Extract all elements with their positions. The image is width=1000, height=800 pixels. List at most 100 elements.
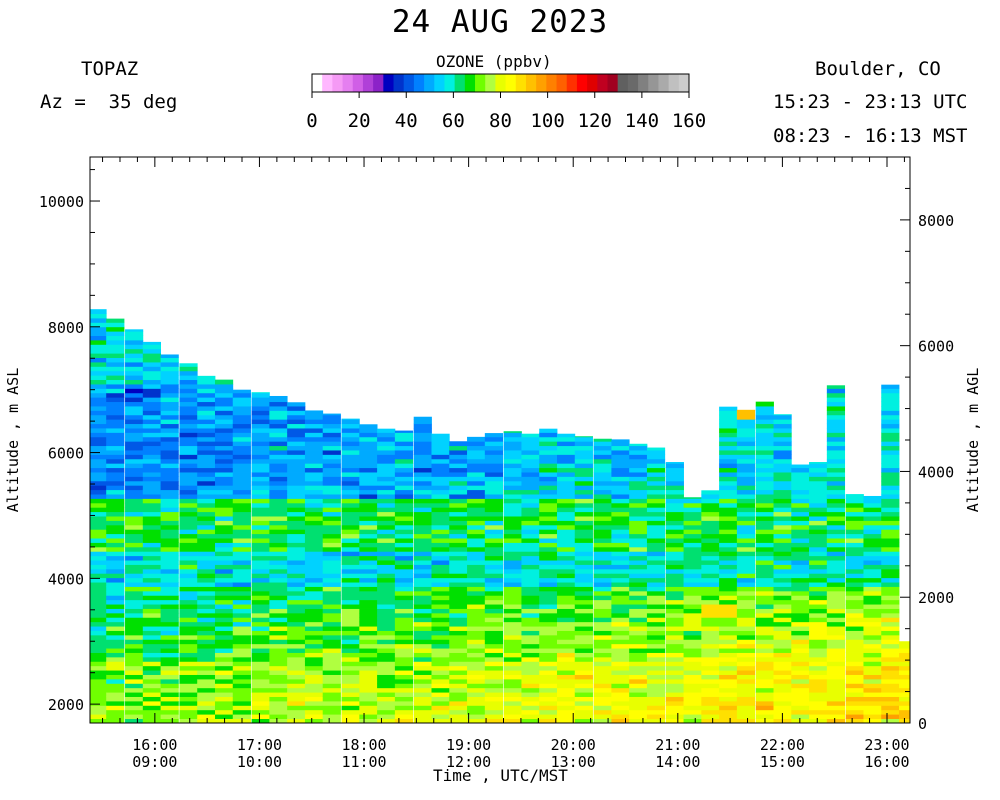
ozone-cell bbox=[593, 612, 612, 618]
ozone-cell bbox=[719, 617, 738, 623]
ozone-cell bbox=[394, 463, 414, 469]
ozone-cell bbox=[232, 648, 251, 653]
ozone-cell bbox=[755, 696, 774, 702]
ozone-cell bbox=[341, 436, 360, 442]
ozone-cell bbox=[304, 568, 324, 574]
ozone-cell bbox=[214, 595, 234, 601]
ozone-cell bbox=[484, 494, 504, 499]
ozone-cell bbox=[232, 511, 251, 517]
ozone-cell bbox=[106, 454, 125, 460]
ozone-cell bbox=[179, 542, 198, 548]
ozone-cell bbox=[755, 546, 774, 552]
ozone-cell bbox=[503, 538, 522, 543]
ozone-cell bbox=[845, 604, 864, 609]
ozone-cell bbox=[683, 617, 702, 623]
ozone-cell bbox=[449, 582, 468, 587]
ozone-cell bbox=[719, 485, 738, 491]
ozone-cell bbox=[665, 516, 684, 521]
ozone-cell bbox=[142, 428, 161, 433]
ozone-cell bbox=[845, 634, 864, 640]
ozone-cell bbox=[142, 665, 161, 671]
ozone-cell bbox=[521, 639, 540, 645]
ozone-cell bbox=[197, 414, 216, 420]
ozone-cell bbox=[449, 700, 468, 706]
ozone-cell bbox=[377, 445, 396, 451]
ozone-cell bbox=[521, 705, 540, 711]
y2-tick-label: 4000 bbox=[918, 463, 954, 481]
ozone-cell bbox=[394, 494, 414, 499]
ozone-cell bbox=[90, 502, 107, 508]
ozone-cell bbox=[125, 480, 144, 486]
ozone-cell bbox=[160, 551, 179, 557]
ozone-cell bbox=[484, 472, 504, 477]
ozone-cell bbox=[773, 683, 792, 689]
ozone-cell bbox=[125, 423, 144, 429]
ozone-cell bbox=[736, 542, 756, 548]
ozone-cell bbox=[197, 489, 216, 495]
ozone-cell bbox=[287, 414, 306, 420]
ozone-cell bbox=[394, 458, 414, 464]
ozone-cell bbox=[503, 718, 522, 724]
ozone-cell bbox=[269, 428, 288, 433]
ozone-cell bbox=[574, 634, 593, 640]
ozone-cell bbox=[755, 652, 774, 658]
ozone-cell bbox=[646, 573, 666, 579]
ozone-cell bbox=[214, 670, 234, 675]
ozone-cell bbox=[251, 705, 270, 711]
ozone-cell bbox=[646, 652, 666, 658]
ozone-cell bbox=[106, 353, 125, 359]
ozone-cell bbox=[791, 639, 810, 645]
ozone-cell bbox=[322, 463, 341, 469]
ozone-cell bbox=[593, 555, 612, 561]
ozone-cell bbox=[899, 670, 911, 675]
ozone-cell bbox=[791, 546, 810, 552]
ozone-cell bbox=[467, 454, 486, 460]
ozone-cell bbox=[125, 485, 144, 491]
ozone-cell bbox=[251, 678, 270, 684]
ozone-cell bbox=[791, 533, 810, 539]
ozone-cell bbox=[881, 670, 900, 675]
ozone-cell bbox=[701, 630, 720, 636]
ozone-cell bbox=[539, 577, 558, 583]
ozone-cell bbox=[394, 472, 414, 477]
ozone-cell bbox=[791, 564, 810, 570]
ozone-cell bbox=[665, 494, 684, 499]
ozone-cell bbox=[863, 586, 882, 592]
ozone-cell bbox=[431, 445, 450, 451]
ozone-cell bbox=[719, 670, 738, 675]
ozone-cell bbox=[611, 520, 630, 526]
ozone-cell bbox=[160, 634, 179, 640]
ozone-cell bbox=[269, 467, 288, 473]
ozone-cell bbox=[809, 700, 828, 706]
ozone-cell bbox=[736, 643, 756, 649]
ozone-cell bbox=[557, 546, 576, 552]
ozone-cell bbox=[269, 617, 288, 623]
ozone-cell bbox=[232, 674, 251, 680]
ozone-cell bbox=[629, 643, 648, 649]
ozone-cell bbox=[214, 546, 234, 552]
ozone-cell bbox=[574, 674, 593, 680]
ozone-cell bbox=[179, 388, 198, 394]
ozone-cell bbox=[791, 630, 810, 636]
ozone-cell bbox=[142, 406, 161, 411]
ozone-cell bbox=[701, 520, 720, 526]
ozone-cell bbox=[701, 626, 720, 631]
ozone-cell bbox=[106, 348, 125, 354]
ozone-cell bbox=[863, 621, 882, 627]
ozone-cell bbox=[755, 626, 774, 631]
ozone-cell bbox=[394, 568, 414, 574]
ozone-cell bbox=[304, 419, 324, 425]
ozone-cell bbox=[484, 489, 504, 495]
ozone-cell bbox=[539, 670, 558, 675]
ozone-cell bbox=[646, 582, 666, 587]
ozone-cell bbox=[179, 401, 198, 407]
ozone-cell bbox=[160, 643, 179, 649]
ozone-cell bbox=[701, 656, 720, 662]
ozone-cell bbox=[359, 463, 378, 469]
ozone-cell bbox=[377, 639, 396, 645]
ozone-cell bbox=[322, 485, 341, 491]
ozone-cell bbox=[521, 696, 540, 702]
ozone-cell bbox=[683, 674, 702, 680]
ozone-cell bbox=[179, 718, 198, 724]
ozone-cell bbox=[826, 546, 846, 552]
